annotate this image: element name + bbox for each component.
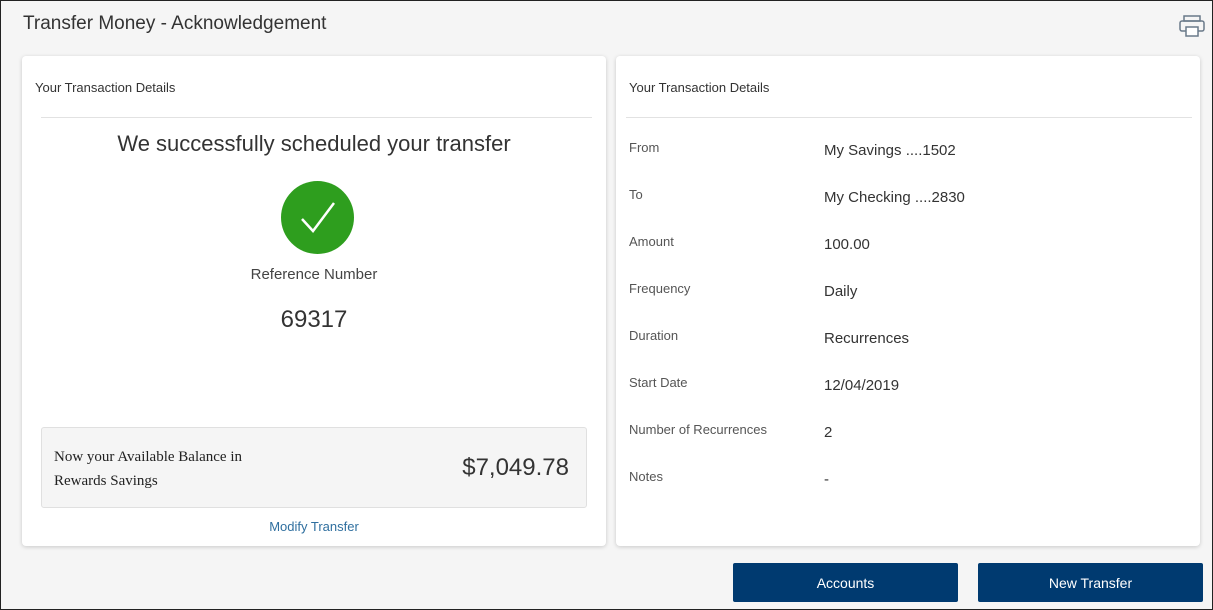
detail-row: From My Savings ....1502 [629,140,1200,160]
detail-row: Frequency Daily [629,281,1200,301]
divider [626,117,1192,118]
success-message: We successfully scheduled your transfer [117,131,511,156]
reference-number: 69317 [280,306,348,333]
detail-row: Notes - [629,469,1200,489]
printer-icon[interactable] [1179,15,1205,37]
reference-label: Reference Number [250,266,378,283]
detail-value: - [824,471,829,488]
detail-label: Number of Recurrences [629,422,767,437]
detail-value: My Checking ....2830 [824,189,965,206]
transaction-details-card: Your Transaction Details From My Savings … [616,56,1200,546]
detail-value: 100.00 [824,236,870,253]
balance-label: Now your Available Balance in Rewards Sa… [54,449,242,489]
detail-row: Number of Recurrences 2 [629,422,1200,442]
page-title: Transfer Money - Acknowledgement [23,13,327,34]
divider [41,117,592,118]
detail-label: To [629,187,643,202]
detail-value: Daily [824,283,858,300]
detail-label: Duration [629,328,679,343]
detail-label: From [629,140,660,155]
detail-value: Recurrences [824,330,910,347]
card-heading: Your Transaction Details [629,80,770,95]
detail-value: My Savings ....1502 [824,142,956,159]
detail-row: To My Checking ....2830 [629,187,1200,207]
detail-row: Duration Recurrences [629,328,1200,348]
accounts-button[interactable]: Accounts [733,563,958,602]
balance-amount: $7,049.78 [462,454,569,481]
card-heading: Your Transaction Details [35,80,176,95]
balance-box: Now your Available Balance in Rewards Sa… [41,427,587,508]
detail-label: Amount [629,234,674,249]
detail-label: Notes [629,469,663,484]
detail-label: Start Date [629,375,688,390]
checkmark-icon [281,181,354,254]
detail-row: Amount 100.00 [629,234,1200,254]
new-transfer-button[interactable]: New Transfer [978,563,1203,602]
acknowledgement-card: Your Transaction Details We successfully… [22,56,606,546]
modify-transfer-link[interactable]: Modify Transfer [269,519,359,534]
detail-value: 2 [824,424,833,441]
detail-value: 12/04/2019 [824,377,900,394]
detail-label: Frequency [629,281,691,296]
detail-row: Start Date 12/04/2019 [629,375,1200,395]
